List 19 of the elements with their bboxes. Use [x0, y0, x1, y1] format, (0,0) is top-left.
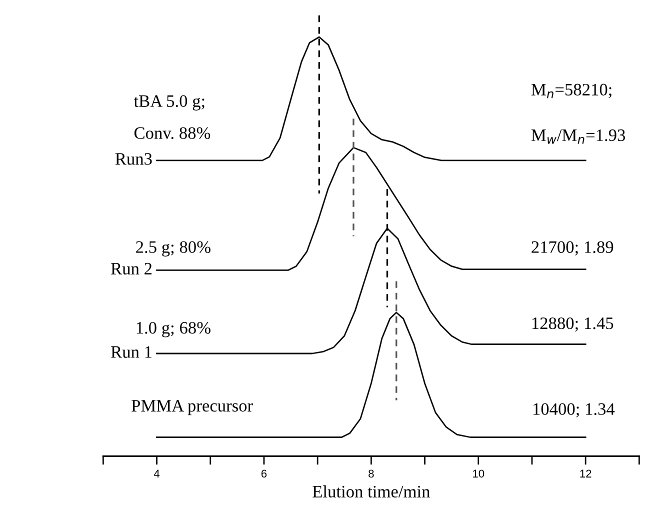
x-tick-label: 12	[580, 470, 592, 478]
annotation: tBA 5.0 g;	[134, 95, 204, 111]
x-tick-label: 10	[473, 470, 484, 478]
series-label: Run 1	[111, 346, 152, 358]
series-label: Run 2	[111, 262, 152, 275]
x-tick-label: 6	[261, 470, 267, 478]
series-label: Run3	[115, 153, 152, 165]
x-axis-title: Elution time/min	[312, 485, 430, 498]
annotation: Conv. 88%	[134, 127, 210, 139]
annotation: 1.0 g; 68%	[136, 322, 210, 338]
annotation: 21700; 1.89	[532, 241, 614, 256]
annotation: M$_{w}$/M$_{n}$=1.93	[531, 129, 626, 144]
annotation: M$_{n}$=58210;	[531, 84, 612, 98]
series-label: PMMA precursor	[132, 400, 253, 416]
annotation: 2.5 g; 80%	[136, 241, 210, 256]
x-tick-label: 8	[368, 470, 374, 478]
annotation: 10400; 1.34	[534, 403, 615, 418]
x-tick-label: 4	[154, 470, 160, 478]
annotation: 12880; 1.45	[532, 317, 614, 332]
